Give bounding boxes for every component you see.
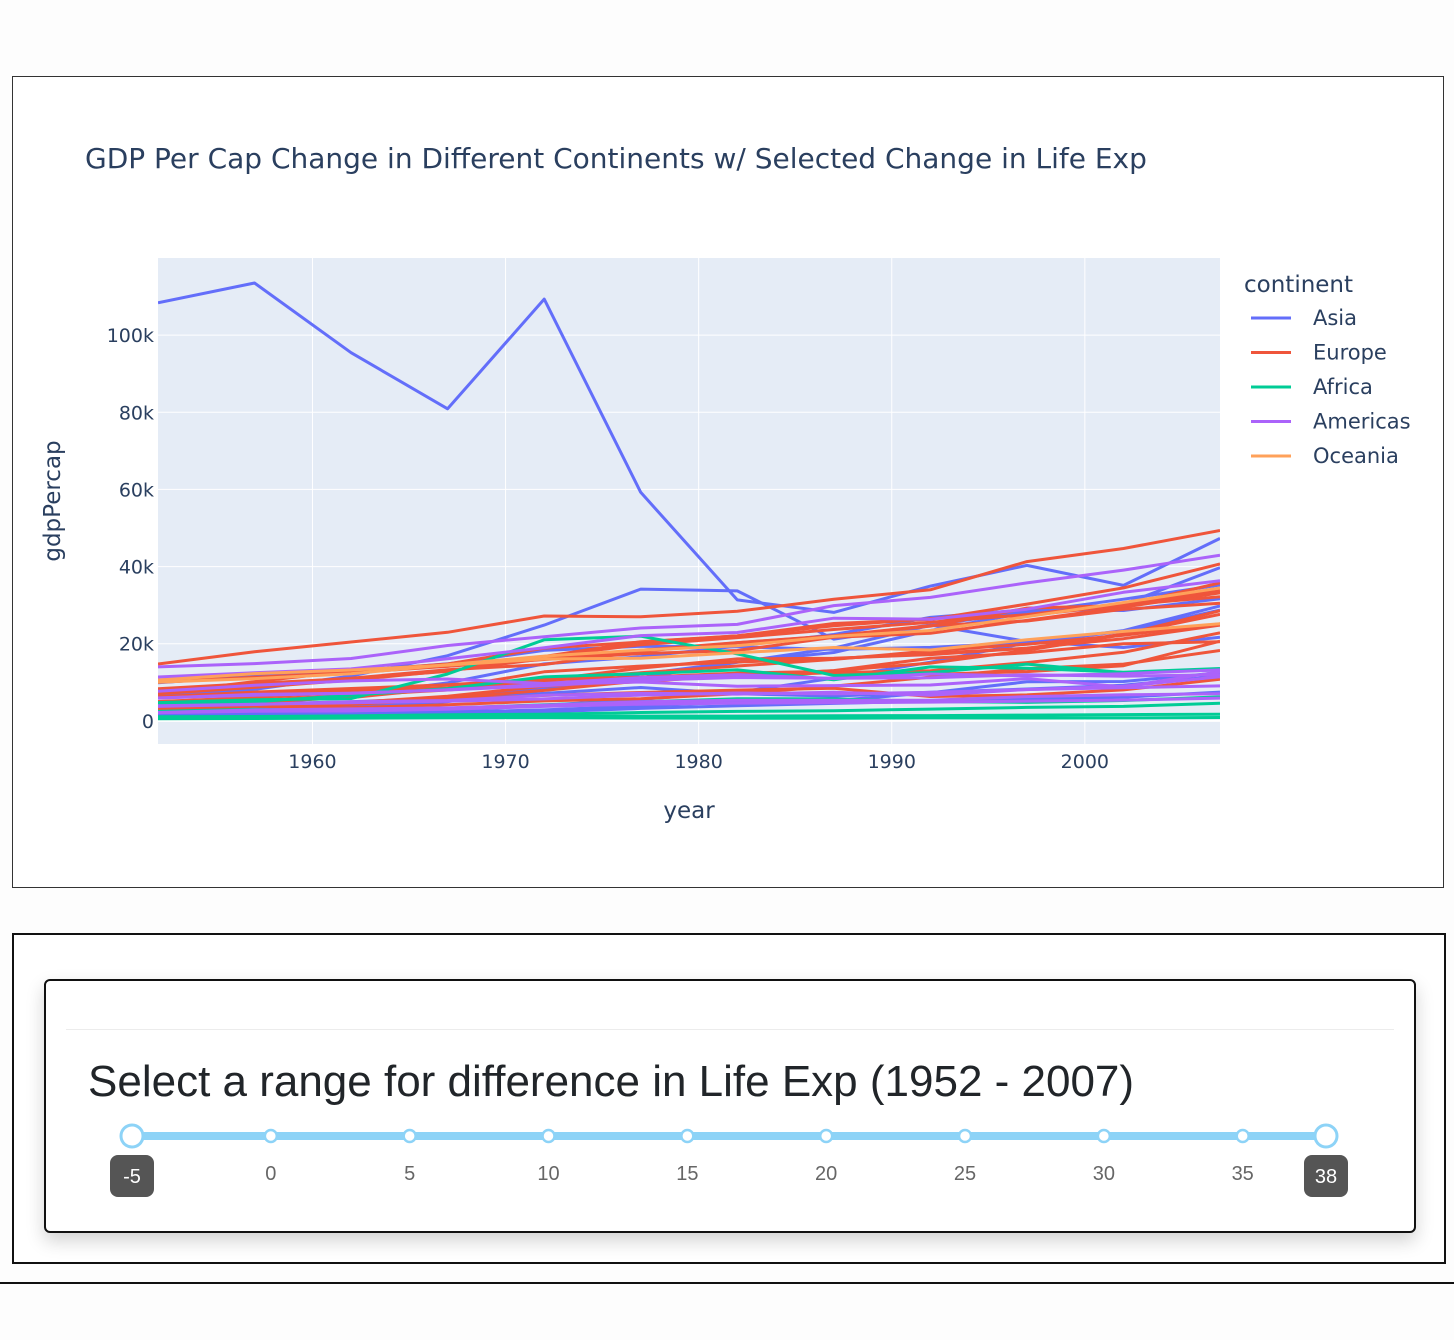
range-slider[interactable]: 0 5 10 15 20 25 30 35 -5 38	[46, 981, 1414, 1231]
y-tick-label: 60k	[119, 479, 154, 501]
series-line-africa[interactable]	[158, 665, 1220, 706]
series-line-americas[interactable]	[158, 673, 1220, 700]
legend-item-africa[interactable]: Africa	[1251, 375, 1373, 399]
chart-title: GDP Per Cap Change in Different Continen…	[85, 142, 1147, 175]
tooltip-box	[1304, 1155, 1348, 1197]
slider-mark-label: 0	[265, 1163, 276, 1185]
y-tick-label: 20k	[119, 634, 154, 656]
x-tick-label: 1980	[674, 751, 722, 773]
series-line-americas[interactable]	[158, 696, 1220, 715]
series-line-africa[interactable]	[158, 716, 1220, 721]
series-line-oceania[interactable]	[158, 622, 1220, 682]
legend-item-americas[interactable]: Americas	[1251, 410, 1411, 434]
divider	[66, 1029, 1394, 1030]
legend-item-oceania[interactable]: Oceania	[1251, 444, 1399, 468]
x-tick-label: 2000	[1061, 751, 1109, 773]
slider-panel: Select a range for difference in Life Ex…	[12, 933, 1446, 1264]
slider-mark-label: 10	[537, 1163, 559, 1185]
slider-mark-label: 35	[1232, 1163, 1254, 1185]
slider-handle-high[interactable]	[1313, 1123, 1339, 1149]
legend-label: Oceania	[1313, 444, 1399, 468]
series-group	[158, 281, 1220, 721]
x-tick-label: 1970	[481, 751, 529, 773]
x-tick-label: 1990	[868, 751, 916, 773]
legend-label: Americas	[1313, 410, 1411, 434]
x-tick-label: 1960	[288, 751, 336, 773]
series-line-americas[interactable]	[158, 684, 1220, 708]
slider-mark-dot[interactable]	[541, 1128, 556, 1144]
tooltip-value: -5	[123, 1166, 141, 1188]
tooltip-value: 38	[1315, 1166, 1337, 1188]
slider-mark-dot[interactable]	[1235, 1128, 1250, 1144]
slider-mark-dot[interactable]	[402, 1128, 417, 1144]
chart-panel: 1960 1970 1980 1990 2000 0 20k 40k 60k 80k 100k GDP…	[12, 76, 1444, 888]
slider-mark-dot[interactable]	[818, 1128, 834, 1144]
slider-heading: Select a range for difference in Life Ex…	[88, 1057, 1135, 1106]
slider-handle-low[interactable]	[119, 1123, 145, 1149]
y-tick-label: 0	[142, 711, 154, 733]
slider-mark-dot[interactable]	[1096, 1128, 1112, 1144]
slider-mark-label: 5	[404, 1163, 415, 1185]
series-line-africa[interactable]	[158, 634, 1220, 705]
x-axis-title: year	[663, 798, 715, 824]
slider-mark-label: 30	[1093, 1163, 1115, 1185]
slider-tooltip-high: 38	[1304, 1155, 1348, 1197]
slider-tooltip-low: -5	[110, 1155, 154, 1197]
legend-item-europe[interactable]: Europe	[1251, 341, 1387, 365]
legend-label: Europe	[1313, 341, 1387, 365]
series-line-asia[interactable]	[158, 690, 1220, 717]
y-axis-title: gdpPercap	[40, 440, 66, 561]
y-tick-label: 40k	[119, 557, 154, 579]
slider-mark-dot[interactable]	[680, 1128, 695, 1144]
series-line-europe[interactable]	[158, 529, 1220, 666]
series-line-americas[interactable]	[158, 553, 1220, 669]
slider-mark-label: 25	[954, 1163, 976, 1185]
slider-mark-label: 20	[815, 1163, 837, 1185]
divider	[0, 1282, 1454, 1284]
series-line-oceania[interactable]	[158, 586, 1220, 684]
y-tick-label: 80k	[119, 402, 154, 424]
y-tick-label: 100k	[107, 325, 154, 347]
series-line-americas[interactable]	[158, 692, 1220, 714]
slider-card: Select a range for difference in Life Ex…	[44, 979, 1416, 1233]
chart-svg: 1960 1970 1980 1990 2000 0 20k 40k 60k 80k 100k GDP…	[40, 142, 1411, 824]
slider-mark-label: 15	[676, 1163, 698, 1185]
slider-mark-dot[interactable]	[957, 1128, 973, 1144]
legend-title: continent	[1244, 272, 1353, 298]
series-line-asia[interactable]	[158, 281, 1220, 614]
slider-mark-dot[interactable]	[263, 1128, 279, 1144]
legend-label: Africa	[1313, 375, 1373, 399]
tooltip-box	[110, 1155, 154, 1197]
legend-item-asia[interactable]: Asia	[1251, 306, 1357, 330]
legend-label: Asia	[1313, 306, 1357, 330]
legend: continent Asia Europe Africa Americas Oceania	[1244, 272, 1411, 468]
